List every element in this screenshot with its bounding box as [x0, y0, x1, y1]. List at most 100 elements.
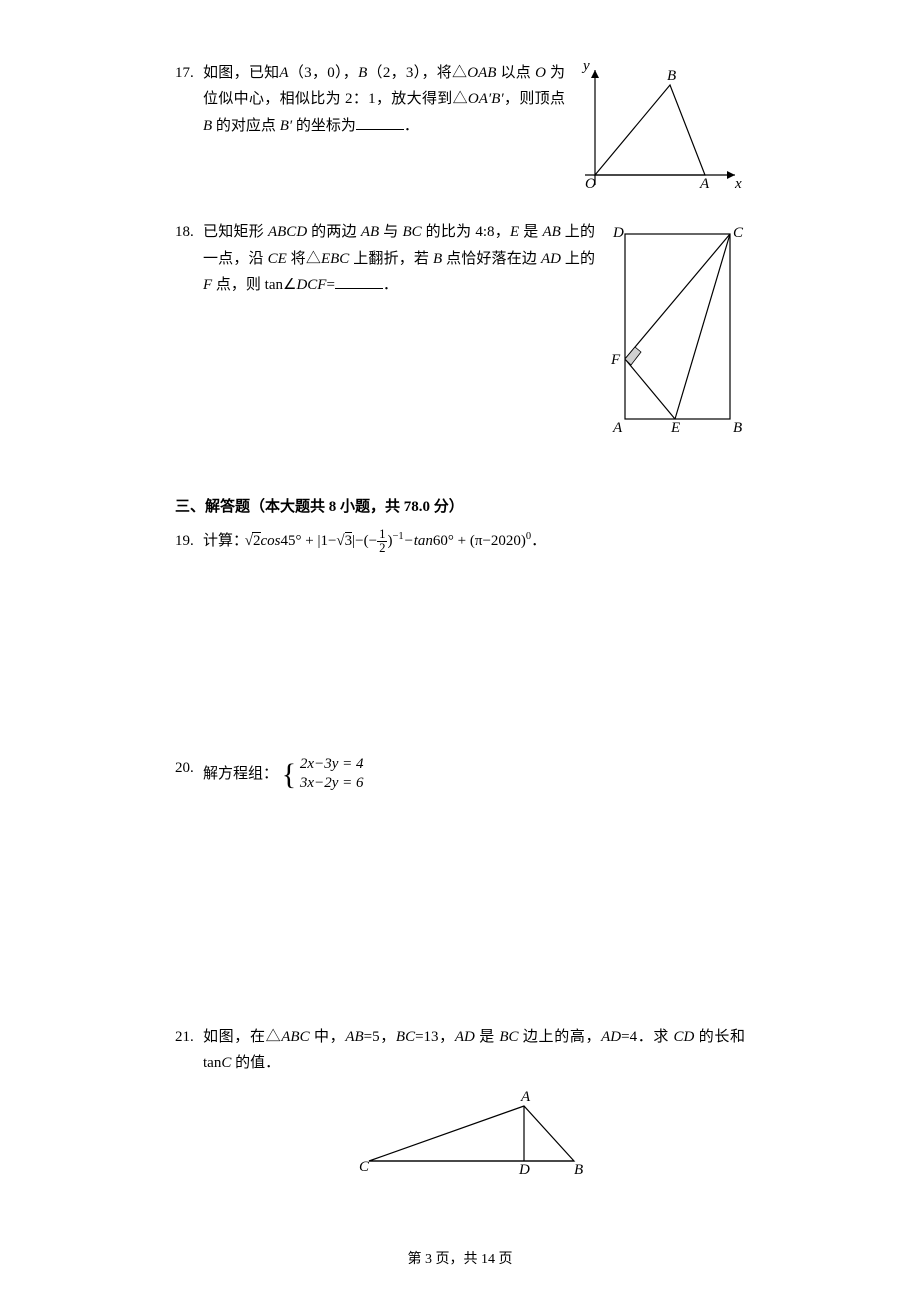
text: ．	[383, 277, 398, 293]
axis-y-label: y	[581, 60, 590, 74]
question-text: 如图，已知A（3，0），B（2，3），将△OAB 以点 O 为位似中心，相似比为…	[203, 60, 565, 139]
section-3-header: 三、解答题（本大题共 8 小题，共 78.0 分）	[175, 494, 745, 520]
text: 点恰好落在边	[446, 251, 537, 267]
var: C	[221, 1055, 231, 1071]
text: 的两边	[311, 224, 357, 240]
pt-A: A	[520, 1089, 531, 1105]
text: =13，	[415, 1029, 455, 1045]
var: ABCD	[268, 224, 307, 240]
pt-C: C	[359, 1159, 370, 1175]
text: 中，	[314, 1029, 345, 1045]
text: =5，	[364, 1029, 396, 1045]
text: |−(−	[352, 533, 377, 549]
figure-q21: A C D B	[203, 1086, 745, 1185]
question-text: 如图，在△ABC 中，AB=5，BC=13，AD 是 BC 边上的高，AD=4．…	[203, 1024, 745, 1077]
text: 的对应点	[216, 118, 276, 134]
var: AD	[455, 1029, 475, 1045]
answer-blank	[335, 274, 383, 289]
figure-q18: D C A E B F	[605, 219, 745, 443]
text: 的值．	[235, 1055, 280, 1071]
var-OAB: OAB	[467, 65, 496, 81]
text: 上翻折，若	[353, 251, 429, 267]
text: 是	[523, 224, 538, 240]
fraction: 12	[377, 528, 387, 555]
text: 将△	[291, 251, 321, 267]
text: 边上的高，	[523, 1029, 601, 1045]
var: AB	[345, 1029, 363, 1045]
text: 与	[383, 224, 398, 240]
question-text: 计算： √√22cos45° + |1−√3|−(−12)−1−tan60° +…	[203, 528, 745, 555]
pt-C: C	[733, 225, 744, 241]
var: ABC	[281, 1029, 309, 1045]
var: DCF	[296, 277, 326, 293]
figure-q17: y x O A B	[575, 60, 745, 199]
text: 以点	[501, 65, 532, 81]
question-20: 20. 解方程组： { 2x−3y = 4 3x−2y = 6	[175, 755, 745, 794]
pt-D: D	[612, 225, 624, 241]
question-body: 如图，已知A（3，0），B（2，3），将△OAB 以点 O 为位似中心，相似比为…	[203, 60, 745, 199]
question-text: 已知矩形 ABCD 的两边 AB 与 BC 的比为 4:8，E 是 AB 上的一…	[203, 219, 595, 298]
var: CD	[673, 1029, 694, 1045]
question-number: 18.	[175, 219, 203, 245]
pt-E: E	[670, 420, 680, 434]
question-text: 解方程组： { 2x−3y = 4 3x−2y = 6	[203, 755, 745, 794]
text: （2，3），将△	[367, 65, 467, 81]
var: AB	[542, 224, 560, 240]
var-Bp: B′	[280, 118, 292, 134]
question-number: 21.	[175, 1024, 203, 1050]
text: ．	[531, 533, 546, 549]
question-number: 19.	[175, 528, 203, 554]
question-number: 17.	[175, 60, 203, 86]
text: =4．求	[621, 1029, 669, 1045]
var: AB	[361, 224, 379, 240]
text: =	[326, 277, 334, 293]
var-B: B	[358, 65, 367, 81]
denominator: 2	[377, 542, 387, 555]
question-18: 18. 已知矩形 ABCD 的两边 AB 与 BC 的比为 4:8，E 是 AB…	[175, 219, 745, 443]
text: −tan	[404, 533, 433, 549]
eq1: 2x−3y = 4	[300, 756, 364, 772]
text: 60° + (π−2020)	[433, 533, 526, 549]
question-body: 解方程组： { 2x−3y = 4 3x−2y = 6	[203, 755, 745, 794]
question-body: 已知矩形 ABCD 的两边 AB 与 BC 的比为 4:8，E 是 AB 上的一…	[203, 219, 745, 443]
text: ．	[404, 118, 419, 134]
var: F	[203, 277, 212, 293]
pt-F: F	[610, 352, 621, 368]
pt-A: A	[612, 420, 623, 434]
question-body: 如图，在△ABC 中，AB=5，BC=13，AD 是 BC 边上的高，AD=4．…	[203, 1024, 745, 1186]
text: 则顶点	[519, 91, 565, 107]
text: 45° + |1−	[281, 533, 337, 549]
text: 的比为 4:8，	[426, 224, 510, 240]
question-21: 21. 如图，在△ABC 中，AB=5，BC=13，AD 是 BC 边上的高，A…	[175, 1024, 745, 1186]
axis-x-label: x	[734, 176, 742, 190]
question-number: 20.	[175, 755, 203, 781]
question-body: 计算： √√22cos45° + |1−√3|−(−12)−1−tan60° +…	[203, 528, 745, 555]
cos: cos	[261, 533, 281, 549]
var: AD	[601, 1029, 621, 1045]
var: AD	[541, 251, 561, 267]
text: 上的	[565, 251, 595, 267]
numerator: 1	[377, 528, 387, 542]
pt-B: B	[574, 1162, 583, 1176]
var-A: A	[279, 65, 288, 81]
point-B: B	[667, 68, 676, 84]
var: CE	[268, 251, 287, 267]
text: 的坐标为	[296, 118, 356, 134]
var-B: B	[203, 118, 212, 134]
brace-icon: {	[282, 761, 296, 788]
label: 解方程组：	[203, 766, 278, 782]
pt-D: D	[518, 1162, 530, 1176]
sqrt3: √3	[336, 532, 352, 549]
text: 是	[479, 1029, 495, 1045]
answer-blank	[356, 115, 404, 130]
page-footer: 第 3 页，共 14 页	[0, 1248, 920, 1273]
pt-B: B	[733, 420, 742, 434]
text: 已知矩形	[203, 224, 264, 240]
text: 点，则 tan∠	[216, 277, 297, 293]
text: ，	[504, 91, 520, 107]
var: EBC	[321, 251, 349, 267]
var-OAB2: OA′B′	[468, 91, 504, 107]
var: BC	[499, 1029, 518, 1045]
var: BC	[396, 1029, 415, 1045]
text: 如图，已知	[203, 65, 279, 81]
